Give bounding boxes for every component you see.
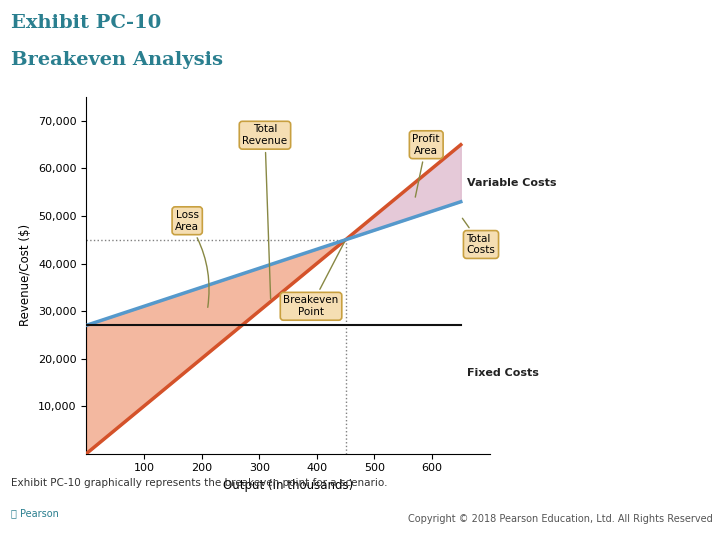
Text: Exhibit PC-10: Exhibit PC-10: [11, 14, 161, 31]
Text: Total
Costs: Total Costs: [462, 218, 495, 255]
X-axis label: Output (in thousands): Output (in thousands): [223, 479, 353, 492]
Text: Breakeven
Point: Breakeven Point: [284, 242, 344, 317]
Text: Fixed Costs: Fixed Costs: [467, 368, 539, 378]
Text: Breakeven Analysis: Breakeven Analysis: [11, 51, 222, 69]
Y-axis label: Revenue/Cost ($): Revenue/Cost ($): [19, 224, 32, 327]
Text: Loss
Area: Loss Area: [175, 210, 209, 307]
Text: ⓟ Pearson: ⓟ Pearson: [11, 508, 58, 518]
Text: Exhibit PC-10 graphically represents the breakeven point for a scenario.: Exhibit PC-10 graphically represents the…: [11, 478, 387, 488]
Text: Profit
Area: Profit Area: [413, 134, 440, 197]
Text: Total
Revenue: Total Revenue: [243, 124, 287, 299]
Text: Variable Costs: Variable Costs: [467, 178, 556, 188]
Text: Copyright © 2018 Pearson Education, Ltd. All Rights Reserved: Copyright © 2018 Pearson Education, Ltd.…: [408, 514, 713, 524]
